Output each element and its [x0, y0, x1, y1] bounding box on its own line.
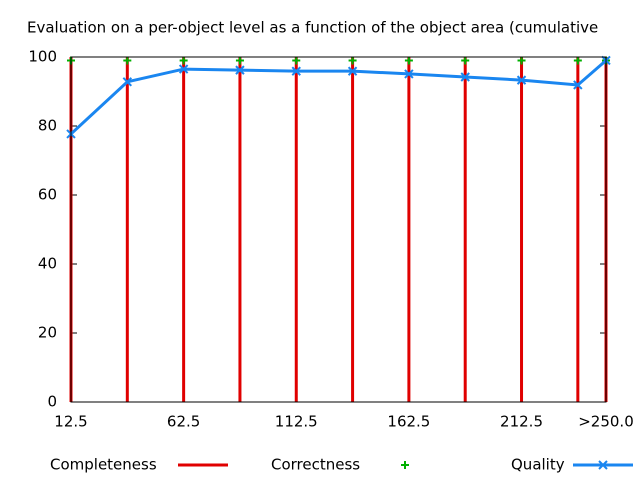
- legend-label: Quality: [511, 456, 565, 474]
- y-tick-label: 0: [47, 393, 57, 411]
- legend-label: Completeness: [50, 456, 157, 474]
- point: [348, 56, 357, 65]
- x-tick-label: 162.5: [387, 413, 430, 431]
- legend-key: [401, 461, 409, 469]
- x-tick-label: 12.5: [54, 413, 87, 431]
- point: [517, 56, 526, 65]
- x-tick-label: 112.5: [275, 413, 318, 431]
- marker: [178, 64, 189, 74]
- y-tick-label: 80: [38, 117, 57, 135]
- point: [573, 56, 582, 65]
- plot-border: [70, 56, 607, 403]
- point: [292, 56, 301, 65]
- y-tick-label: 100: [28, 48, 57, 66]
- marker: [516, 75, 527, 85]
- chart-title: Evaluation on a per-object level as a fu…: [27, 19, 598, 37]
- point: [123, 56, 132, 65]
- marker: [573, 80, 583, 90]
- point: [404, 56, 413, 65]
- point: [179, 56, 188, 65]
- legend-label: Correctness: [271, 456, 360, 474]
- legend-key: [598, 460, 608, 470]
- point: [461, 56, 470, 65]
- marker: [460, 72, 470, 82]
- x-tick-label: 212.5: [500, 413, 543, 431]
- marker: [235, 65, 245, 75]
- y-tick-label: 60: [38, 186, 57, 204]
- marker: [122, 77, 133, 87]
- y-tick-label: 40: [38, 255, 57, 273]
- x-tick-label: >250.0: [578, 413, 634, 431]
- marker: [347, 66, 358, 76]
- x-tick-label: 62.5: [167, 413, 200, 431]
- point: [235, 56, 244, 65]
- marker: [291, 66, 301, 76]
- marker: [404, 69, 414, 79]
- y-tick-label: 20: [38, 324, 57, 342]
